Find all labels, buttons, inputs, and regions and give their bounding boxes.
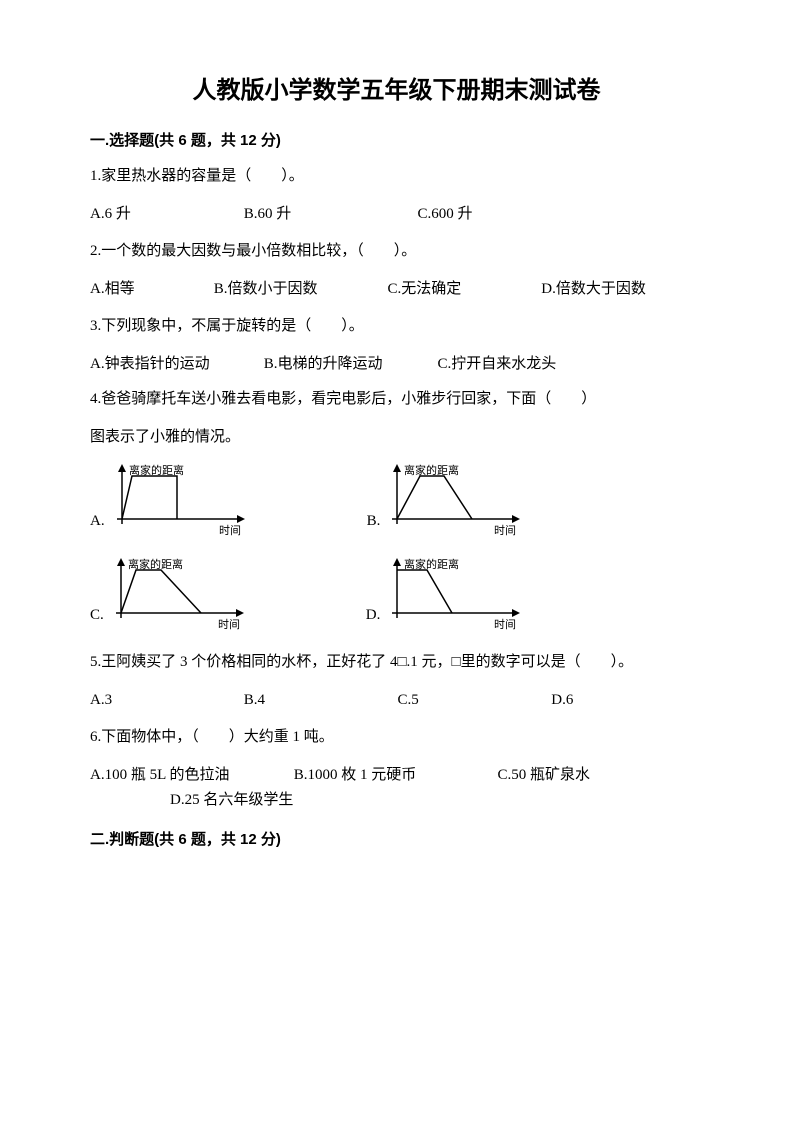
question-6: 6.下面物体中，（ ）大约重 1 吨。 [90, 725, 703, 751]
chart-b-xlabel: 时间 [494, 524, 516, 537]
q6-option-b: B.1000 枚 1 元硬币 [294, 763, 494, 789]
q3-option-a: A.钟表指针的运动 [90, 352, 260, 378]
q2-option-c: C.无法确定 [388, 277, 538, 303]
question-2-options: A.相等 B.倍数小于因数 C.无法确定 D.倍数大于因数 [90, 277, 703, 303]
question-6-options: A.100 瓶 5L 的色拉油 B.1000 枚 1 元硬币 C.50 瓶矿泉水… [90, 763, 703, 814]
question-1: 1.家里热水器的容量是（ ）。 [90, 164, 703, 190]
question-2: 2.一个数的最大因数与最小倍数相比较，（ ）。 [90, 239, 703, 265]
q1-option-c: C.600 升 [418, 202, 473, 228]
question-4-line1: 4.爸爸骑摩托车送小雅去看电影，看完电影后，小雅步行回家，下面（ ） [90, 387, 703, 413]
chart-a-svg: 离家的距离 时间 [107, 464, 257, 544]
q1-option-b: B.60 升 [244, 202, 414, 228]
q3-option-c: C.拧开自来水龙头 [438, 352, 557, 378]
question-3: 3.下列现象中，不属于旋转的是（ ）。 [90, 314, 703, 340]
chart-b-svg: 离家的距离 时间 [382, 464, 532, 544]
q5-option-b: B.4 [244, 688, 394, 714]
question-1-options: A.6 升 B.60 升 C.600 升 [90, 202, 703, 228]
chart-item-d: D. 离家的距离 时间 [366, 558, 533, 638]
q2-option-d: D.倍数大于因数 [541, 277, 646, 303]
exam-page: 人教版小学数学五年级下册期末测试卷 一.选择题(共 6 题，共 12 分) 1.… [0, 0, 793, 913]
chart-row-2: C. 离家的距离 时间 D. 离家的距离 时间 [90, 558, 703, 638]
question-3-options: A.钟表指针的运动 B.电梯的升降运动 C.拧开自来水龙头 [90, 352, 703, 378]
chart-b-ylabel: 离家的距离 [404, 464, 459, 477]
q2-option-b: B.倍数小于因数 [214, 277, 384, 303]
chart-c-xlabel: 时间 [218, 618, 240, 631]
q1-option-a: A.6 升 [90, 202, 240, 228]
chart-item-b: B. 离家的距离 时间 [367, 464, 533, 544]
chart-d-ylabel: 离家的距离 [404, 558, 459, 571]
chart-item-c: C. 离家的距离 时间 [90, 558, 256, 638]
chart-item-a: A. 离家的距离 时间 [90, 464, 257, 544]
chart-row-1: A. 离家的距离 时间 B. 离家的距离 时间 [90, 464, 703, 544]
chart-d-xlabel: 时间 [494, 618, 516, 631]
chart-a-xlabel: 时间 [219, 524, 241, 537]
chart-d-label: D. [366, 607, 381, 624]
section-2-header: 二.判断题(共 6 题，共 12 分) [90, 828, 703, 849]
chart-a-label: A. [90, 513, 105, 530]
chart-c-label: C. [90, 607, 104, 624]
q6-option-c: C.50 瓶矿泉水 [498, 763, 591, 789]
q5-option-d: D.6 [551, 688, 573, 714]
chart-c-svg: 离家的距离 时间 [106, 558, 256, 638]
q6-option-a: A.100 瓶 5L 的色拉油 [90, 763, 290, 789]
q5-option-c: C.5 [398, 688, 548, 714]
chart-c-ylabel: 离家的距离 [128, 558, 183, 571]
q5-option-a: A.3 [90, 688, 240, 714]
q3-option-b: B.电梯的升降运动 [264, 352, 434, 378]
section-1-header: 一.选择题(共 6 题，共 12 分) [90, 129, 703, 150]
chart-b-label: B. [367, 513, 381, 530]
question-5-options: A.3 B.4 C.5 D.6 [90, 688, 703, 714]
question-5: 5.王阿姨买了 3 个价格相同的水杯，正好花了 4□.1 元，□里的数字可以是（… [90, 650, 703, 676]
q6-option-d: D.25 名六年级学生 [170, 788, 293, 814]
q2-option-a: A.相等 [90, 277, 210, 303]
chart-d-svg: 离家的距离 时间 [382, 558, 532, 638]
page-title: 人教版小学数学五年级下册期末测试卷 [90, 70, 703, 105]
chart-a-ylabel: 离家的距离 [129, 464, 184, 477]
question-4-line2: 图表示了小雅的情况。 [90, 425, 703, 451]
